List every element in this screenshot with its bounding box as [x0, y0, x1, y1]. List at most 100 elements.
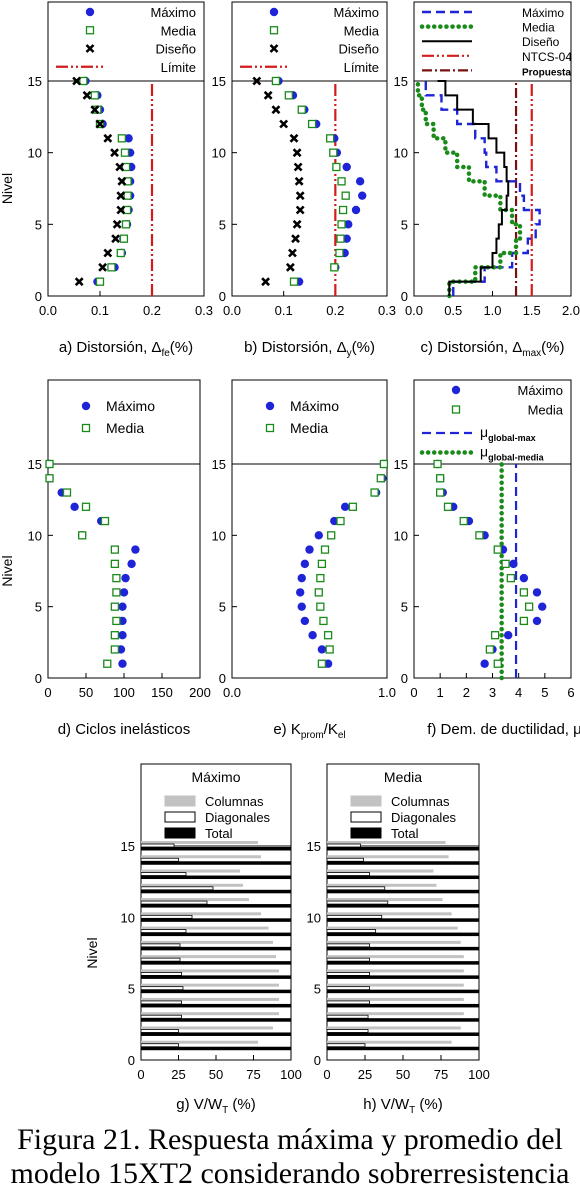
bar-total — [141, 932, 291, 937]
x-tick-label: 0.0 — [405, 303, 423, 318]
y-tick-label: 5 — [219, 600, 226, 615]
chart-panel-b: 0.0 0.1 0.2 0.3 0 5 10 15 b) Distorsión, Δy(%) Má… — [212, 1, 396, 359]
data-point — [110, 602, 120, 611]
data-point — [485, 645, 495, 654]
data-point — [121, 220, 131, 229]
legend-label: Diagonales — [391, 810, 457, 825]
label-part: μ — [480, 424, 488, 440]
x-tick-label: 50 — [396, 1067, 410, 1082]
data-point — [122, 205, 132, 215]
data-point — [344, 220, 353, 229]
data-point — [107, 263, 116, 272]
x-tick-label: 100 — [280, 1067, 302, 1082]
data-point — [370, 488, 379, 497]
data-point — [342, 162, 351, 172]
data-point — [509, 559, 518, 569]
data-point — [70, 502, 79, 511]
y-tick-label: 0 — [35, 671, 42, 686]
data-point — [119, 588, 129, 597]
legend-marker — [81, 423, 91, 433]
bar-diagonales — [140, 943, 181, 948]
bar-diagonales — [140, 843, 175, 848]
label-subscript: max — [522, 348, 541, 359]
data-point — [292, 219, 302, 229]
x-tick-label: 0.3 — [378, 303, 396, 318]
plot-area — [72, 76, 154, 296]
data-point — [119, 234, 129, 243]
bar-diagonales — [326, 900, 389, 905]
data-point — [436, 488, 445, 497]
chart-panel-e: 0.0 1.0 0 5 10 15 e) Kprom/Kel Máximo Media — [212, 379, 396, 741]
plot-area — [45, 459, 140, 668]
x-tick-label: 50 — [79, 685, 93, 700]
legend-marker — [269, 26, 279, 35]
panel-frame — [47, 1, 205, 297]
data-point — [112, 616, 121, 626]
series-máximo — [433, 459, 547, 668]
bar-total — [327, 918, 479, 922]
bar-diagonales — [326, 914, 383, 919]
bar-columnas — [141, 997, 279, 1001]
series-media — [314, 459, 389, 668]
bar-columnas — [327, 898, 443, 902]
bar-total — [141, 847, 291, 851]
legend-label: Máximo — [517, 383, 563, 398]
x-axis-label: e) Kprom/Kel — [273, 721, 345, 741]
x-tick-label: 0 — [44, 685, 51, 700]
x-tick-label: 2 — [463, 685, 470, 700]
data-point — [261, 277, 271, 287]
legend-label: Máximo — [333, 5, 379, 20]
data-point — [326, 134, 335, 143]
bar-total — [327, 1003, 479, 1008]
bar-total — [327, 1018, 479, 1022]
x-axis-label: f) Dem. de ductilidad, μ — [427, 721, 580, 738]
legend-label: Máximo — [290, 398, 339, 414]
y-tick-label: 15 — [394, 74, 408, 89]
panel-frame — [231, 1, 388, 297]
legend-marker — [85, 7, 95, 17]
bar-columnas — [141, 1040, 258, 1044]
bar-columnas — [327, 883, 437, 887]
bar-columnas — [327, 1012, 464, 1016]
y-tick-label: 5 — [314, 982, 321, 997]
y-tick-label: 10 — [394, 146, 408, 161]
x-axis-label: h) V/WT (%) — [363, 1096, 442, 1116]
legend-marker — [85, 44, 95, 53]
y-tick-label: 15 — [28, 74, 42, 89]
data-point — [252, 76, 262, 86]
data-point — [81, 502, 91, 511]
label-subscript: prom — [301, 730, 324, 741]
y-tick-label: 15 — [394, 457, 408, 472]
bar-columnas — [141, 855, 261, 859]
bar-diagonales — [326, 857, 364, 862]
bar-columnas — [141, 983, 279, 987]
data-point — [459, 516, 468, 526]
data-point — [110, 559, 120, 569]
bar-diagonales — [326, 929, 377, 933]
data-point — [295, 205, 305, 215]
data-point — [110, 631, 120, 640]
data-point — [98, 262, 108, 272]
label-subscript: global-media — [488, 453, 545, 463]
bar-diagonales — [326, 872, 370, 876]
bar-columnas — [327, 1026, 461, 1030]
bar-total — [327, 875, 479, 880]
data-point — [504, 631, 513, 640]
data-point — [118, 659, 127, 668]
label-subscript: global-max — [488, 433, 536, 443]
bar-columnas — [327, 969, 464, 973]
data-point — [294, 176, 304, 186]
data-point — [131, 545, 140, 554]
label-part: (%) — [228, 1096, 256, 1113]
bar-total — [327, 1032, 479, 1036]
series-diseño — [72, 76, 127, 287]
legend-label: Media — [522, 21, 555, 35]
data-point — [90, 91, 99, 100]
legend-marker — [85, 26, 95, 35]
bar-diagonales — [140, 857, 179, 862]
x-tick-label: 0 — [323, 1067, 330, 1082]
x-tick-label: 75 — [246, 1067, 260, 1082]
y-tick-label: 10 — [212, 528, 226, 543]
bar-diagonales — [326, 1029, 369, 1033]
data-point — [95, 277, 105, 286]
